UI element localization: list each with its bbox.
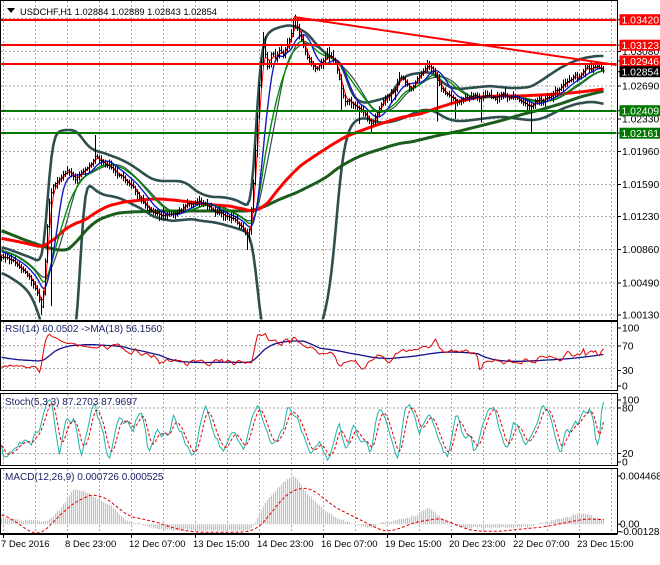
svg-text:0: 0	[622, 458, 628, 469]
svg-text:100: 100	[622, 324, 639, 335]
svg-text:1.01960: 1.01960	[622, 147, 659, 158]
svg-text:23 Dec 15:00: 23 Dec 15:00	[577, 539, 634, 550]
svg-text:0.004468: 0.004468	[620, 472, 660, 483]
svg-text:1.02690: 1.02690	[622, 82, 659, 93]
svg-text:1.00130: 1.00130	[622, 311, 659, 322]
svg-text:1.01230: 1.01230	[622, 212, 659, 223]
svg-text:1.01590: 1.01590	[622, 180, 659, 191]
svg-text:16 Dec 07:00: 16 Dec 07:00	[321, 539, 378, 550]
svg-text:RSI(14) 60.0502 ->MA(18) 56.1: RSI(14) 60.0502 ->MA(18) 56.1560	[5, 324, 162, 335]
svg-text:70: 70	[622, 342, 634, 353]
svg-text:1.03420: 1.03420	[622, 16, 660, 27]
svg-text:1.02409: 1.02409	[622, 107, 660, 118]
svg-text:1.00860: 1.00860	[622, 245, 659, 256]
svg-text:22 Dec 07:00: 22 Dec 07:00	[513, 539, 570, 550]
svg-text:MACD(12,26,9) 0.000726 0.00052: MACD(12,26,9) 0.000726 0.000525	[5, 472, 164, 483]
svg-text:30: 30	[622, 366, 634, 377]
svg-text:1.02854: 1.02854	[622, 68, 660, 79]
svg-text:20 Dec 23:00: 20 Dec 23:00	[449, 539, 506, 550]
svg-text:80: 80	[622, 404, 634, 415]
svg-text:USDCHF,H1 1.02884 1.02889 1.0: USDCHF,H1 1.02884 1.02889 1.02843 1.0285…	[20, 7, 217, 17]
svg-text:7 Dec 2016: 7 Dec 2016	[1, 539, 50, 550]
svg-text:1.02946: 1.02946	[622, 57, 660, 68]
svg-text:1.02161: 1.02161	[622, 129, 660, 140]
svg-text:13 Dec 15:00: 13 Dec 15:00	[193, 539, 250, 550]
svg-text:14 Dec 23:00: 14 Dec 23:00	[257, 539, 314, 550]
svg-text:1.03123: 1.03123	[622, 41, 660, 52]
svg-text:12 Dec 07:00: 12 Dec 07:00	[129, 539, 186, 550]
svg-text:Stoch(5,3,3) 87.2703 87.9697: Stoch(5,3,3) 87.2703 87.9697	[5, 397, 138, 408]
svg-text:8 Dec 23:00: 8 Dec 23:00	[65, 539, 116, 550]
svg-text:19 Dec 15:00: 19 Dec 15:00	[385, 539, 442, 550]
svg-text:0: 0	[622, 382, 628, 393]
svg-text:1.00490: 1.00490	[622, 279, 659, 290]
svg-text:-0.001284: -0.001284	[620, 527, 660, 538]
